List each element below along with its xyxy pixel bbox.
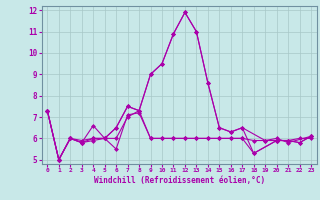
- X-axis label: Windchill (Refroidissement éolien,°C): Windchill (Refroidissement éolien,°C): [94, 176, 265, 185]
